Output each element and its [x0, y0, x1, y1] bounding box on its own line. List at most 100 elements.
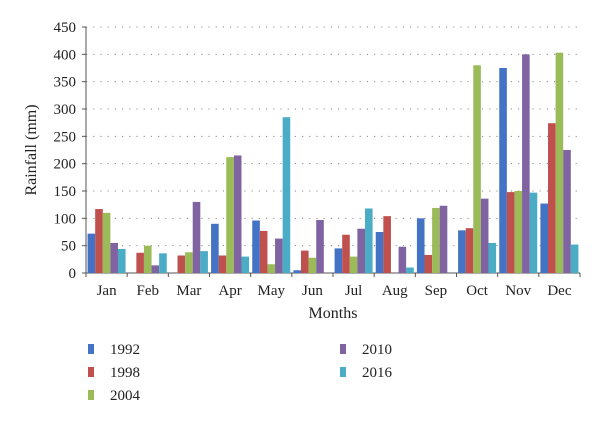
- y-tick-label: 450: [54, 20, 77, 36]
- bar-1992-nov: [499, 68, 507, 273]
- bar-2010-jul: [357, 228, 365, 273]
- bar-1998-nov: [506, 192, 515, 273]
- bar-2004-sep: [432, 207, 440, 273]
- bar-1998-jan: [95, 209, 103, 273]
- legend-label: 2016: [362, 365, 393, 381]
- bar-1992-aug: [375, 232, 384, 273]
- bar-2016-jul: [364, 208, 373, 273]
- bar-2010-apr: [233, 155, 242, 273]
- bar-2016-feb: [159, 253, 167, 273]
- legend: 1992 1998 2004 2010 2016: [88, 342, 393, 404]
- bar-2004-jun: [308, 257, 317, 273]
- bar-2010-oct: [480, 198, 489, 273]
- x-tick-label: Apr: [218, 283, 241, 299]
- x-tick-label: Nov: [505, 283, 531, 299]
- bars: [87, 52, 579, 274]
- bar-2010-jan: [110, 242, 118, 273]
- bar-2010-jun: [316, 219, 324, 273]
- bar-1998-sep: [424, 254, 433, 273]
- bar-2010-feb: [151, 265, 160, 273]
- bar-2004-nov: [514, 191, 523, 273]
- legend-swatch: [88, 344, 94, 354]
- x-tick-label: Aug: [382, 283, 408, 299]
- x-tick-label: Feb: [137, 283, 160, 299]
- bar-1992-jul: [334, 248, 343, 273]
- legend-label: 2010: [362, 342, 392, 358]
- x-tick-label: Dec: [547, 283, 571, 299]
- legend-item-1998: 1998: [88, 365, 140, 381]
- bar-2004-mar: [185, 252, 193, 273]
- bar-1998-feb: [136, 252, 144, 273]
- bar-1998-mar: [177, 255, 186, 273]
- bar-2004-oct: [473, 65, 481, 274]
- y-tick-label: 250: [54, 129, 77, 145]
- bar-1992-oct: [458, 230, 466, 273]
- bar-2016-apr: [241, 256, 250, 273]
- y-tick-label: 400: [54, 47, 77, 63]
- x-tick-label: Jul: [345, 283, 363, 299]
- bar-1998-apr: [218, 255, 227, 273]
- bar-2010-sep: [439, 205, 448, 273]
- x-tick-label: Oct: [466, 283, 488, 299]
- y-tick-label: 0: [69, 266, 77, 282]
- y-tick-label: 300: [54, 102, 77, 118]
- bar-1992-jan: [87, 233, 96, 273]
- bar-2010-may: [275, 238, 283, 273]
- axes: [82, 26, 581, 277]
- legend-swatch: [88, 367, 94, 377]
- bar-1998-oct: [465, 228, 474, 273]
- bar-1992-dec: [540, 203, 549, 273]
- x-tick-label: Jun: [302, 283, 323, 299]
- bar-2004-jul: [349, 256, 358, 273]
- y-tick-labels: 0 50 100 150 200 250 300 350 400 450: [54, 20, 77, 282]
- bar-2010-dec: [563, 150, 571, 273]
- bar-2004-may: [267, 264, 276, 273]
- bar-2016-dec: [570, 244, 579, 273]
- bar-2016-may: [282, 117, 291, 273]
- bar-2010-mar: [192, 201, 201, 273]
- y-axis-title: Rainfall (mm): [23, 104, 40, 195]
- x-tick-label: Sep: [425, 283, 448, 299]
- y-tick-label: 50: [61, 239, 76, 255]
- x-tick-labels: Jan Feb Mar Apr May Jun Jul Aug Sep Oct Nov Dec: [97, 283, 572, 299]
- bar-2010-aug: [398, 246, 407, 273]
- legend-item-2016: 2016: [340, 365, 393, 381]
- legend-swatch: [88, 390, 94, 400]
- bar-1998-dec: [548, 123, 556, 273]
- y-tick-label: 100: [54, 211, 77, 227]
- bar-1998-aug: [383, 216, 391, 273]
- bar-1992-jun: [293, 270, 302, 273]
- legend-label: 1992: [110, 342, 140, 358]
- x-tick-label: Jan: [97, 283, 117, 299]
- y-tick-label: 350: [54, 75, 77, 91]
- bar-1992-may: [252, 220, 260, 273]
- legend-swatch: [340, 367, 346, 377]
- legend-swatch: [340, 344, 346, 354]
- y-tick-label: 200: [54, 157, 77, 173]
- x-tick-label: Mar: [176, 283, 201, 299]
- legend-label: 2004: [110, 388, 141, 404]
- bar-2004-feb: [143, 245, 152, 273]
- bar-2016-jan: [117, 248, 126, 273]
- bar-2004-apr: [226, 157, 234, 273]
- bar-2004-jan: [102, 212, 111, 273]
- bar-1998-jun: [301, 250, 309, 273]
- bar-2016-aug: [406, 267, 414, 273]
- bar-2016-oct: [488, 242, 497, 273]
- bar-1992-sep: [416, 218, 425, 273]
- x-axis-title: Months: [309, 305, 358, 322]
- bar-1998-may: [259, 230, 268, 273]
- legend-item-2010: 2010: [340, 342, 392, 358]
- legend-item-2004: 2004: [88, 388, 141, 404]
- bar-2016-mar: [200, 251, 208, 273]
- y-tick-label: 150: [54, 184, 77, 200]
- bar-1992-apr: [211, 223, 219, 273]
- legend-item-1992: 1992: [88, 342, 140, 358]
- bar-2016-nov: [529, 192, 538, 273]
- legend-label: 1998: [110, 365, 140, 381]
- x-tick-label: May: [258, 283, 286, 299]
- bar-2010-nov: [522, 54, 530, 274]
- bar-1998-jul: [342, 234, 350, 273]
- bar-2004-dec: [555, 52, 564, 274]
